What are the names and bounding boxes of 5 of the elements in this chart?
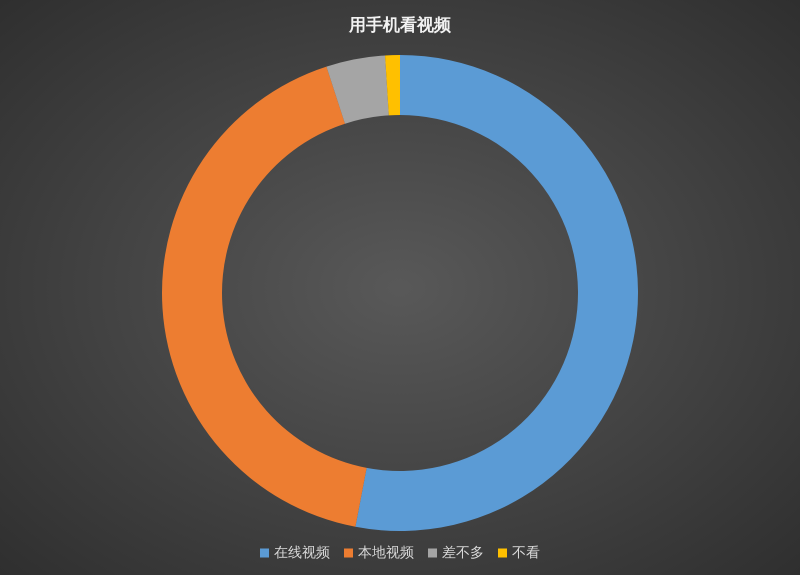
chart-title: 用手机看视频 xyxy=(348,16,452,36)
legend-label: 本地视频 xyxy=(358,545,414,561)
legend-label: 不看 xyxy=(512,545,540,561)
legend-label: 差不多 xyxy=(442,545,484,561)
legend-label: 在线视频 xyxy=(274,545,330,561)
